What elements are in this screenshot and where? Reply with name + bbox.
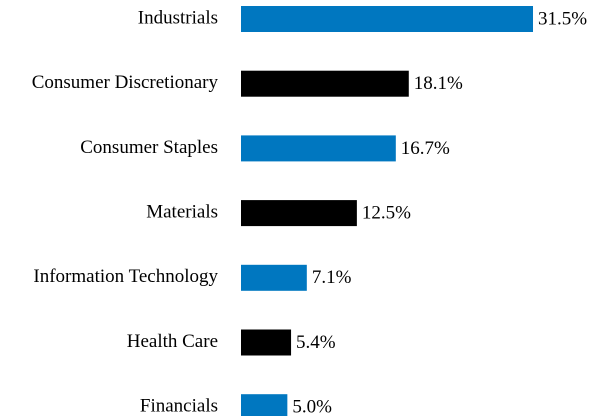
value-label: 5.4% <box>296 332 336 353</box>
category-label: Consumer Discretionary <box>32 72 219 93</box>
bar <box>241 135 396 162</box>
value-label: 31.5% <box>538 8 587 29</box>
value-label: 18.1% <box>414 73 463 94</box>
value-label: 5.0% <box>292 397 332 416</box>
value-label: 12.5% <box>362 202 411 223</box>
category-label: Materials <box>146 201 218 222</box>
value-label: 7.1% <box>312 267 352 288</box>
bar <box>241 6 534 32</box>
value-label: 16.7% <box>401 138 450 159</box>
category-label: Health Care <box>127 331 218 352</box>
category-label: Industrials <box>138 7 218 28</box>
bar <box>241 394 288 416</box>
bar <box>241 200 357 227</box>
bar <box>241 329 292 356</box>
category-label: Consumer Staples <box>80 137 218 158</box>
bar <box>241 70 409 97</box>
category-label: Financials <box>140 396 218 416</box>
category-label: Information Technology <box>33 266 218 287</box>
bar <box>241 264 307 291</box>
